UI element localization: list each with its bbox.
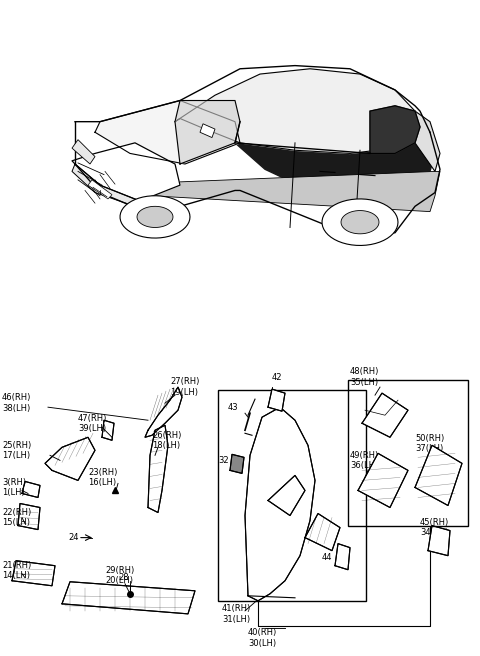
Text: 23(RH)
16(LH): 23(RH) 16(LH) — [88, 468, 118, 487]
Text: 50(RH)
37(LH): 50(RH) 37(LH) — [415, 434, 444, 453]
Text: 24: 24 — [68, 533, 79, 542]
Bar — [348, 380, 468, 525]
Text: 22(RH)
15(LH): 22(RH) 15(LH) — [2, 508, 31, 527]
Text: 41(RH)
31(LH): 41(RH) 31(LH) — [222, 604, 251, 624]
Polygon shape — [72, 164, 140, 207]
Polygon shape — [95, 171, 440, 212]
Polygon shape — [72, 143, 180, 201]
Polygon shape — [230, 455, 244, 474]
Text: 42: 42 — [272, 373, 283, 382]
Text: 47(RH)
39(LH): 47(RH) 39(LH) — [78, 413, 108, 433]
Polygon shape — [72, 140, 95, 164]
Polygon shape — [137, 207, 173, 228]
Polygon shape — [305, 514, 340, 550]
Polygon shape — [341, 211, 379, 234]
Text: 32: 32 — [218, 456, 228, 465]
Polygon shape — [95, 100, 240, 164]
Polygon shape — [322, 199, 398, 245]
Polygon shape — [245, 407, 315, 601]
Polygon shape — [175, 100, 240, 164]
Text: 59(RH)
33(LH): 59(RH) 33(LH) — [268, 508, 297, 527]
Text: 45(RH)
34(LH): 45(RH) 34(LH) — [420, 518, 449, 537]
Polygon shape — [120, 195, 190, 238]
Polygon shape — [102, 420, 114, 440]
Text: 21(RH)
14(LH): 21(RH) 14(LH) — [2, 561, 31, 581]
Text: 25(RH)
17(LH): 25(RH) 17(LH) — [2, 441, 31, 460]
Polygon shape — [200, 124, 215, 138]
Polygon shape — [145, 387, 182, 438]
Text: 43: 43 — [228, 403, 239, 412]
Text: 3(RH)
1(LH): 3(RH) 1(LH) — [2, 478, 26, 497]
Polygon shape — [415, 445, 462, 506]
Polygon shape — [268, 476, 305, 516]
Polygon shape — [62, 582, 195, 614]
Polygon shape — [428, 525, 450, 556]
Polygon shape — [335, 544, 350, 569]
Text: 26(RH)
18(LH): 26(RH) 18(LH) — [152, 430, 181, 450]
Polygon shape — [45, 438, 95, 480]
Text: 40(RH)
30(LH): 40(RH) 30(LH) — [248, 628, 277, 647]
Polygon shape — [88, 180, 112, 199]
Text: 27(RH)
19(LH): 27(RH) 19(LH) — [170, 377, 199, 397]
Polygon shape — [22, 482, 40, 497]
Polygon shape — [415, 111, 440, 171]
Bar — [218, 390, 366, 601]
Text: 48(RH)
35(LH): 48(RH) 35(LH) — [350, 367, 379, 387]
Polygon shape — [370, 106, 420, 154]
Polygon shape — [175, 69, 420, 154]
Polygon shape — [268, 389, 285, 411]
Polygon shape — [362, 393, 408, 438]
Polygon shape — [358, 453, 408, 508]
Text: 29(RH)
20(LH): 29(RH) 20(LH) — [105, 566, 134, 585]
Text: 49(RH)
36(LH): 49(RH) 36(LH) — [350, 451, 379, 470]
Polygon shape — [230, 100, 435, 195]
Text: 44: 44 — [322, 553, 333, 562]
Polygon shape — [12, 561, 55, 586]
Text: 28: 28 — [118, 573, 129, 583]
Text: 46(RH)
38(LH): 46(RH) 38(LH) — [2, 394, 31, 413]
Polygon shape — [148, 425, 168, 512]
Polygon shape — [18, 504, 40, 529]
